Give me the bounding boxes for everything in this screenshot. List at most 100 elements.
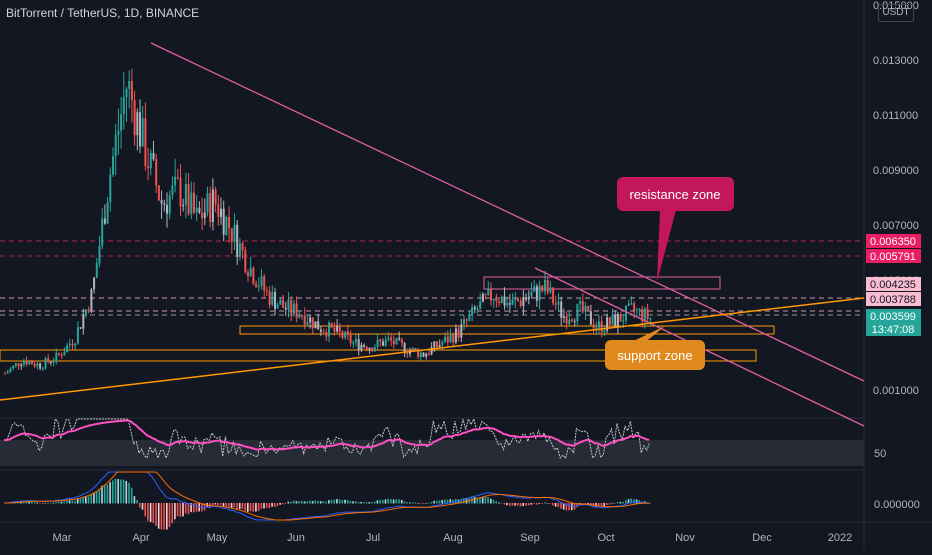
- macd-histogram-bar: [522, 503, 524, 506]
- candle-body: [446, 336, 449, 343]
- candle-body: [319, 329, 322, 332]
- resistance-zone-box[interactable]: [483, 276, 721, 290]
- candle-body: [425, 353, 428, 357]
- macd-histogram-bar: [557, 503, 560, 508]
- macd-histogram-bar: [595, 503, 597, 507]
- candle-body: [487, 288, 490, 295]
- time-axis[interactable]: Mar Apr May Jun Jul Aug Sep Oct Nov Dec 2022: [53, 532, 853, 544]
- macd-histogram-bar: [398, 499, 400, 504]
- candle-body: [190, 192, 193, 214]
- macd-histogram-bar: [130, 487, 133, 504]
- candle-body: [31, 361, 33, 365]
- macd-histogram-bar: [498, 502, 500, 504]
- macd-histogram-bar: [406, 502, 408, 504]
- candle-body: [109, 174, 112, 203]
- macd-histogram-bar: [284, 503, 287, 504]
- candle-body: [465, 319, 468, 321]
- support-zone-box-upper[interactable]: [239, 325, 775, 335]
- macd-histogram-bar: [263, 503, 265, 509]
- candle-body: [541, 285, 544, 292]
- candle-body: [333, 327, 336, 332]
- macd-histogram-bar: [476, 497, 479, 504]
- candle-body: [195, 207, 198, 213]
- candle-body: [255, 283, 258, 287]
- macd-histogram-bar: [49, 502, 52, 504]
- candle-body: [85, 309, 87, 316]
- candle-body: [236, 224, 239, 257]
- candle-body: [579, 301, 582, 304]
- macd-histogram-bar: [452, 499, 454, 504]
- macd-histogram-bar: [187, 503, 190, 515]
- candle-body: [271, 292, 274, 305]
- macd-histogram-bar: [257, 503, 260, 511]
- macd-histogram-bar: [487, 497, 489, 504]
- candles-group: [4, 69, 652, 375]
- macd-histogram-bar: [214, 503, 217, 505]
- macd-histogram-bar: [168, 503, 171, 528]
- macd-histogram-bar: [390, 499, 392, 504]
- macd-histogram-bar: [338, 499, 341, 504]
- candle-body: [495, 298, 498, 302]
- candle-body: [95, 263, 98, 278]
- macd-histogram-bar: [252, 503, 254, 512]
- candle-body: [395, 337, 398, 345]
- time-tick-label: 2022: [828, 532, 852, 544]
- candle-body: [606, 317, 609, 331]
- macd-histogram-bar: [484, 497, 487, 504]
- macd-histogram-bar: [619, 501, 622, 504]
- support-annotation[interactable]: support zone: [605, 326, 705, 370]
- currency-selector[interactable]: USDT: [878, 4, 914, 22]
- price-axis[interactable]: 0.015000 0.013000 0.011000 0.009000 0.007000…: [873, 0, 919, 397]
- candle-body: [292, 303, 295, 314]
- macd-histogram-bar: [176, 503, 179, 517]
- candle-body: [274, 292, 276, 309]
- candle-body: [635, 309, 638, 311]
- candle-body: [430, 347, 433, 355]
- candle-body: [517, 298, 519, 301]
- macd-histogram-bar: [184, 503, 187, 514]
- candle-body: [506, 302, 509, 306]
- support-zone-box-lower[interactable]: [0, 349, 757, 362]
- resistance-annotation[interactable]: resistance zone: [617, 177, 734, 282]
- candle-body: [479, 301, 482, 309]
- macd-histogram-bar: [349, 500, 352, 504]
- candle-body: [438, 345, 441, 347]
- ascending-support-trendline[interactable]: [0, 297, 865, 401]
- macd-histogram-bar: [163, 503, 165, 530]
- macd-histogram-bar: [328, 500, 330, 504]
- macd-histogram-bar: [587, 503, 589, 505]
- macd-histogram-bar: [101, 485, 103, 504]
- candle-body: [184, 184, 187, 205]
- candle-body: [60, 354, 63, 356]
- candle-body: [122, 97, 125, 115]
- candle-body: [149, 152, 152, 169]
- candle-body: [157, 185, 160, 201]
- candle-body: [392, 340, 395, 345]
- candle-body: [352, 342, 355, 344]
- candle-body: [595, 327, 598, 329]
- candle-body: [311, 317, 314, 329]
- macd-histogram-bar: [292, 500, 295, 504]
- macd-histogram-bar: [117, 479, 119, 504]
- macd-histogram-bar: [238, 503, 241, 510]
- candle-body: [411, 348, 414, 351]
- candle-body: [357, 339, 360, 351]
- macd-histogram-bar: [128, 482, 130, 504]
- macd-histogram-bar: [112, 480, 114, 504]
- macd-histogram-bar: [333, 499, 335, 504]
- rsi-indicator: [3, 417, 650, 460]
- macd-histogram-bar: [144, 503, 146, 517]
- macd-histogram-bar: [149, 503, 152, 522]
- macd-histogram-bar: [314, 500, 317, 504]
- macd-histogram-bar: [98, 488, 101, 504]
- candle-body: [63, 352, 66, 356]
- macd-histogram-bar: [309, 500, 311, 504]
- descending-trendline[interactable]: [150, 42, 865, 382]
- candle-body: [58, 352, 60, 355]
- macd-histogram-bar: [414, 502, 416, 504]
- macd-histogram-bar: [203, 503, 206, 511]
- time-tick-label: Oct: [597, 532, 614, 544]
- candle-body: [230, 228, 233, 242]
- candle-body: [247, 272, 249, 277]
